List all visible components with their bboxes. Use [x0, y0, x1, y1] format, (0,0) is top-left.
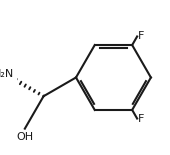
Text: H₂N: H₂N [0, 69, 14, 79]
Text: F: F [138, 31, 145, 41]
Text: F: F [138, 114, 145, 124]
Text: OH: OH [16, 133, 33, 142]
